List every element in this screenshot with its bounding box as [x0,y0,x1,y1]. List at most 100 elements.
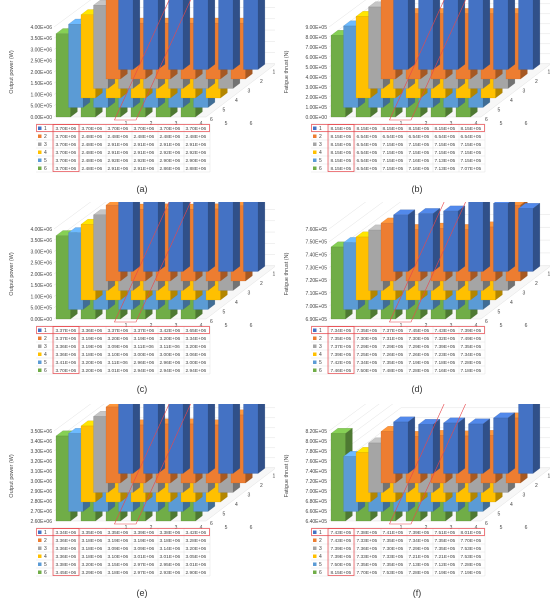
table-cell: 3.36E+06 [56,538,77,544]
table-cell: 7.39E+05 [331,554,352,560]
y-tick-label: 4.00E+06 [30,25,52,31]
table-cell: 7.19E+05 [435,570,456,576]
table-cell: 7.50E+05 [357,368,378,374]
y-tick-label: 2.50E+06 [30,261,52,267]
table-cell: 3.36E+06 [56,554,77,560]
legend-swatch [313,134,317,138]
caption-a: (a) [136,184,148,194]
table-cell: 3.38E+06 [160,530,181,536]
table-cell: 3.19E+06 [82,344,103,350]
y-tick-label: 0.00E+00 [305,115,327,121]
table-cell: 3.70E+06 [82,126,103,132]
table-cell: 3.00E+06 [134,352,155,358]
bar-s1-c5 [218,404,240,474]
depth-label: 6 [485,521,488,527]
table-cell: 3.20E+06 [82,360,103,366]
table-cell: 2.48E+06 [82,150,103,156]
table-cell: 3.01E+06 [108,368,129,374]
table-cell: 2.48E+06 [108,134,129,140]
table-cell: 7.23E+05 [435,352,456,358]
table-cell: 2.92E+06 [186,150,207,156]
legend-series-name: 6 [319,570,322,576]
table-cell: 3.70E+06 [160,126,181,132]
legend-swatch [38,360,42,364]
table-cell: 7.36E+05 [357,546,378,552]
bar-s1-c2 [418,0,440,70]
table-cell: 3.18E+06 [82,546,103,552]
table-cell: 7.37E+05 [331,344,352,350]
panel-a: 0.00E+00 5.00E+05 1.00E+06 1.50E+06 2.00E+06… [0,0,275,202]
table-cell: 3.70E+06 [134,126,155,132]
legend-swatch [38,562,42,566]
y-axis-label: Fatigue thrust (N) [284,252,290,295]
table-cell: 7.13E+05 [435,166,456,172]
table-cell: 7.28E+05 [409,570,430,576]
panel-e: 2.60E+06 2.70E+06 2.80E+06 2.90E+06 3.00E+06… [0,404,275,606]
table-cell: 3.20E+06 [82,368,103,374]
y-tick-label: 6.40E+05 [305,519,327,525]
legend-series-name: 2 [44,336,47,342]
table-cell: 3.70E+06 [56,126,77,132]
table-cell: 7.39E+05 [331,546,352,552]
bar-s1-c6 [243,0,265,70]
data-table: 1 3.37E+06 3.36E+06 3.37E+06 3.37E+06 3.42E+0… [36,325,211,375]
y-tick-label: 9.00E+05 [305,25,327,31]
depth-label: 3 [248,89,251,95]
legend-series-name: 6 [319,166,322,172]
depth-label: 1 [273,70,276,76]
legend-series-name: 5 [319,562,322,568]
table-cell: 2.91E+06 [134,150,155,156]
table-cell: 7.38E+05 [357,530,378,536]
table-cell: 7.33E+05 [357,554,378,560]
depth-label: 2 [535,79,538,85]
table-cell: 2.48E+06 [82,142,103,148]
depth-label: 5 [498,512,501,518]
table-cell: 3.39E+06 [134,530,155,536]
depth-label: 2 [260,281,263,287]
highlight-row [36,124,210,132]
data-table: 1 3.34E+06 3.35E+06 3.35E+06 3.39E+06 3.38E+0… [36,527,211,577]
highlight-row [311,124,485,132]
table-cell: 7.35E+05 [435,538,456,544]
table-cell: 7.35E+05 [357,328,378,334]
table-cell: 8.15E+05 [331,134,352,140]
table-cell: 3.36E+06 [56,546,77,552]
table-cell: 3.37E+06 [56,336,77,342]
table-cell: 6.54E+05 [357,166,378,172]
caption-d: (d) [411,384,423,394]
legend-series-name: 1 [44,126,47,132]
legend-series-name: 4 [319,352,322,358]
y-axis-label: Output power (W) [9,252,15,296]
legend-swatch [313,554,317,558]
y-tick-label: 3.50E+06 [30,429,52,435]
table-cell: 2.90E+06 [186,570,207,576]
y-tick-label: 3.00E+06 [30,479,52,485]
table-cell: 8.15E+05 [357,126,378,132]
legend-series-name: 5 [319,360,322,366]
table-cell: 2.92E+06 [108,158,129,164]
table-cell: 7.39E+05 [461,328,482,334]
gridline-side [328,202,384,243]
table-cell: 7.28E+05 [409,368,430,374]
table-cell: 2.91E+06 [108,142,129,148]
table-cell: 7.15E+05 [409,150,430,156]
data-table: 1 7.43E+05 7.38E+05 7.41E+05 7.39E+05 7.51E+0… [311,527,486,577]
x-tick-label: 5 [225,323,228,329]
table-cell: 3.35E+06 [82,530,103,536]
legend-series-name: 3 [44,546,47,552]
table-cell: 7.16E+05 [409,158,430,164]
legend-swatch [38,554,42,558]
bar-s1-c1 [393,209,416,272]
highlight-column [327,124,355,172]
x-tick-label: 5 [225,121,228,127]
bar-s1-c1 [118,202,140,272]
table-cell: 3.37E+06 [108,328,129,334]
legend-series-name: 6 [44,368,47,374]
table-cell: 7.15E+05 [383,150,404,156]
highlight-outline [114,202,191,323]
legend-series-name: 2 [44,538,47,544]
legend-swatch [313,546,317,550]
table-cell: 7.29E+05 [357,344,378,350]
y-tick-label: 8.00E+05 [305,439,327,445]
table-cell: 7.70E+05 [461,538,482,544]
